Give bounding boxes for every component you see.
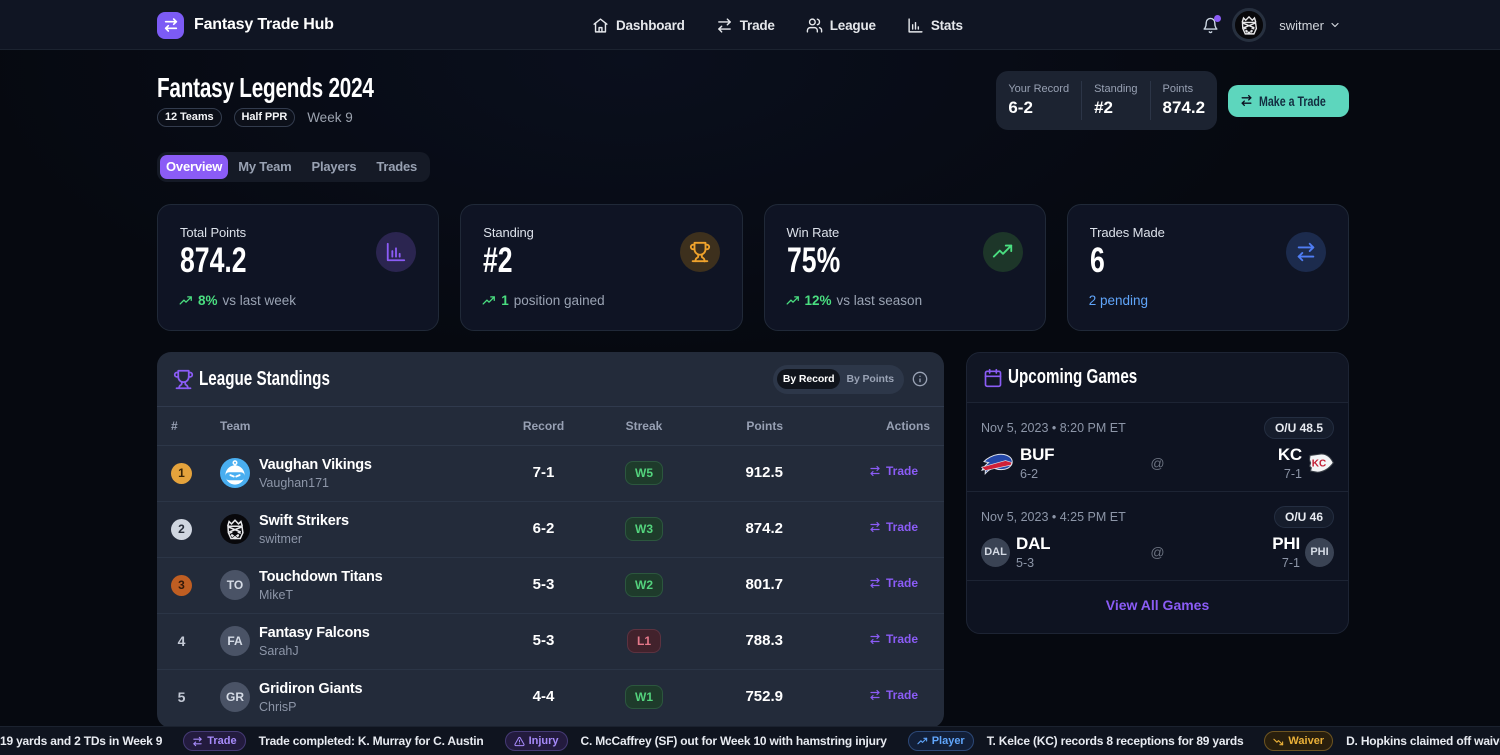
- svg-text:KC: KC: [1312, 459, 1326, 470]
